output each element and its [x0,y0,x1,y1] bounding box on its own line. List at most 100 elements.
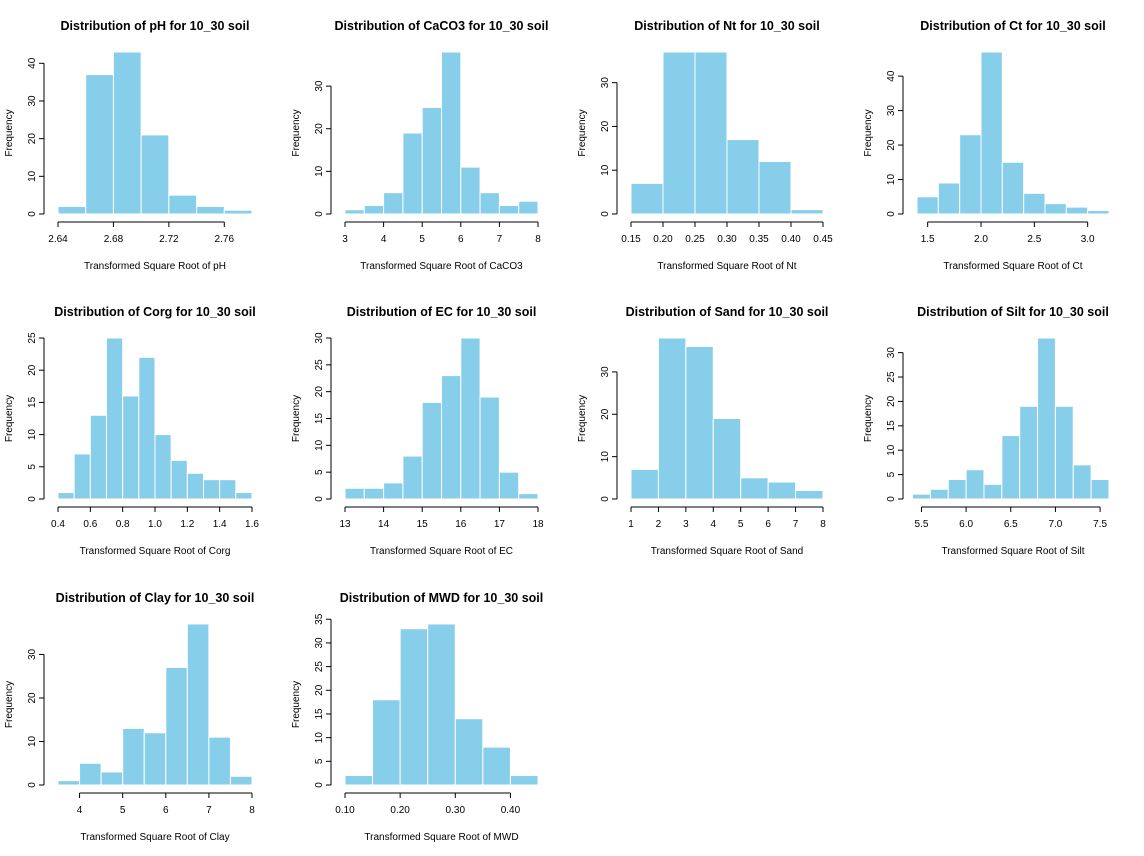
y-tick-label: 5 [314,758,325,764]
y-tick-label: 0 [27,211,38,217]
x-tick-label: 7 [497,234,503,245]
y-axis-title: Frequency [4,681,15,728]
x-tick-label: 0.15 [621,234,641,245]
x-tick-label: 1.2 [180,519,194,530]
histogram-bar [518,200,539,215]
x-axis-title: Transformed Square Root of EC [370,546,513,557]
histogram-bar [498,471,520,500]
histogram-bar [630,182,664,215]
histogram-bar [479,396,500,500]
x-tick-label: 0.8 [116,519,130,530]
y-tick-label: 5 [27,464,38,470]
histogram-bar [1072,464,1092,500]
chart-title: Distribution of Sand for 10_30 soil [626,305,829,319]
x-tick-label: 2 [656,519,662,530]
histogram-panel: Distribution of EC for 10_30 soil 13 14 15 1… [291,305,544,557]
histogram-bar [383,192,404,215]
x-axis-title: Transformed Square Root of Ct [943,261,1082,272]
y-tick-label: 20 [314,684,325,696]
y-tick-label: 5 [886,471,897,477]
x-tick-label: 0.40 [781,234,801,245]
histogram-bar [344,209,365,215]
histogram-bar [73,453,91,500]
histogram-bar [57,205,87,215]
histogram-panel: Distribution of pH for 10_30 soil 2.64 2.6… [4,19,253,272]
x-tick-label: 0.20 [653,234,673,245]
y-tick-label: 10 [600,164,611,176]
y-tick-label: 20 [600,120,611,132]
histogram-bar [460,166,481,215]
y-tick-label: 20 [600,408,611,420]
histogram-bar [1023,192,1046,215]
y-tick-label: 30 [314,332,325,344]
y-tick-label: 10 [27,735,38,747]
x-axis-title: Transformed Square Root of Sand [651,546,804,557]
histogram-bar [383,482,404,500]
histogram-bar [1090,478,1110,500]
y-axis-title: Frequency [577,109,588,156]
y-tick-label: 0 [314,211,325,217]
chart-title: Distribution of EC for 10_30 soil [347,305,537,319]
histogram-bar [694,51,728,215]
chart-title: Distribution of Ct for 10_30 soil [920,19,1105,33]
histogram-bar [726,139,760,215]
x-tick-label: 2.72 [159,234,179,245]
histogram-bar [965,469,985,500]
y-tick-label: 20 [27,364,38,376]
histogram-bar [165,667,188,786]
histogram-bar [168,194,198,215]
histogram-bar [57,492,75,500]
y-tick-label: 10 [314,439,325,451]
x-axis-title: Transformed Square Root of MWD [364,832,518,843]
histogram-bar [509,775,539,786]
y-tick-label: 0 [886,496,897,502]
x-tick-label: 1.0 [148,519,162,530]
histogram-bar [57,780,81,786]
y-tick-label: 30 [886,347,897,359]
histogram-panel: Distribution of Nt for 10_30 soil 0.15 0.2… [577,19,833,272]
x-tick-label: 7.0 [1048,519,1062,530]
y-tick-label: 25 [314,359,325,371]
histogram-bar [186,623,210,786]
x-tick-label: 3.0 [1081,234,1095,245]
x-tick-label: 7 [793,519,799,530]
histogram-bar [441,51,462,215]
x-tick-label: 4 [711,519,717,530]
x-tick-label: 8 [249,805,255,816]
histogram-bar [100,771,124,786]
histogram-bar [1019,405,1039,500]
histogram-bar [1001,161,1025,215]
y-tick-label: 15 [27,396,38,408]
histogram-bar [402,132,423,215]
y-tick-label: 0 [27,782,38,788]
chart-title: Distribution of CaCO3 for 10_30 soil [335,19,549,33]
y-tick-label: 10 [27,170,38,182]
y-tick-label: 30 [600,366,611,378]
histogram-panel: Distribution of Ct for 10_30 soil 1.5 2.0 2… [863,19,1110,272]
histogram-bar [980,51,1003,215]
y-tick-label: 10 [27,429,38,441]
histogram-panel: Distribution of Sand for 10_30 soil 1 2 3 4 5… [577,305,828,557]
histogram-bar [203,479,221,500]
x-tick-label: 14 [378,519,390,530]
histogram-bar [937,182,961,215]
y-axis-title: Frequency [577,395,588,442]
x-tick-label: 2.68 [104,234,124,245]
x-tick-label: 0.6 [83,519,97,530]
y-tick-label: 30 [314,80,325,92]
y-tick-label: 10 [600,451,611,463]
x-tick-label: 2.0 [974,234,988,245]
histogram-bar [712,418,742,500]
x-tick-label: 5 [738,519,744,530]
chart-title: Distribution of pH for 10_30 soil [61,19,250,33]
x-tick-label: 6 [765,519,771,530]
x-axis-title: Transformed Square Root of Clay [80,832,229,843]
histogram-bar [482,746,511,786]
histogram-bar [498,204,520,215]
histogram-bar [402,455,423,500]
histogram-bar [767,481,797,500]
y-tick-label: 0 [600,211,611,217]
histogram-bar [1037,337,1056,500]
x-axis-title: Transformed Square Root of Corg [80,546,231,557]
